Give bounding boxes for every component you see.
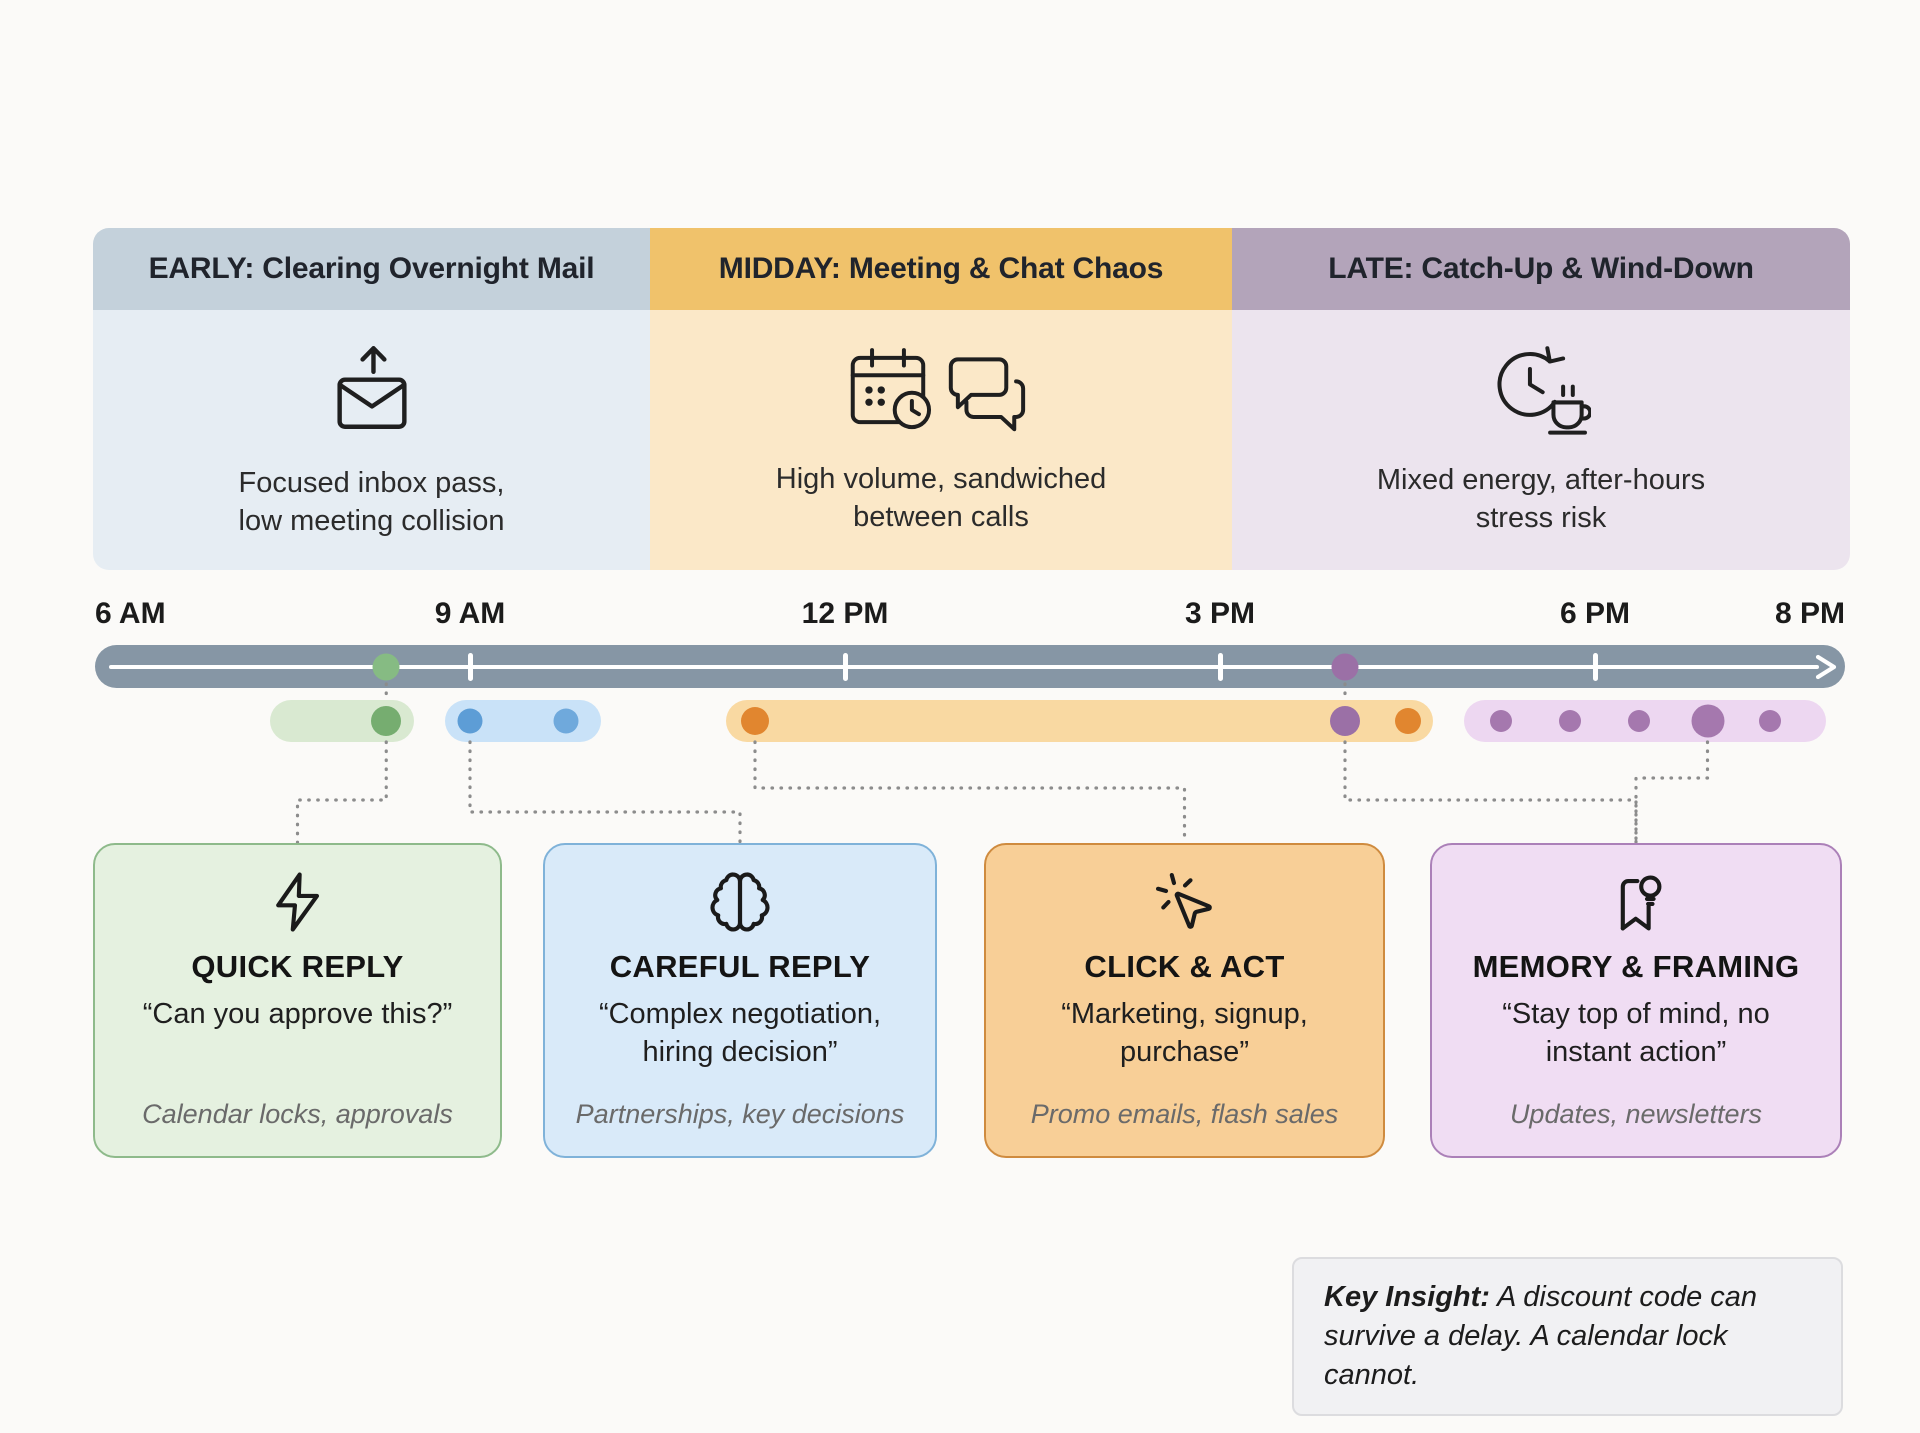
card-careful-reply: CAREFUL REPLY “Complex negotiation, hiri… xyxy=(543,843,937,1158)
send-event-dot xyxy=(1759,710,1781,732)
evening-window-pill xyxy=(1463,700,1827,742)
card-memory-and-framing: MEMORY & FRAMING “Stay top of mind, no i… xyxy=(1430,843,1842,1158)
connector-path xyxy=(753,740,1187,845)
send-event-dot xyxy=(371,706,402,736)
panel-early-description: Focused inbox pass, low meeting collisio… xyxy=(238,467,505,537)
send-event-dot xyxy=(1394,708,1421,734)
send-event-dot xyxy=(1627,710,1650,732)
early-window-pill xyxy=(270,700,414,742)
card-quick-reply-title: QUICK REPLY xyxy=(191,949,404,984)
key-insight-label: Key Insight: xyxy=(1324,1281,1490,1313)
card-quick-reply-examples: Calendar locks, approvals xyxy=(142,1099,453,1129)
card-careful-reply-examples: Partnerships, key decisions xyxy=(575,1099,905,1129)
card-click-and-act: CLICK & ACT “Marketing, signup, purchase… xyxy=(984,843,1385,1158)
panel-midday-body: High volume, sandwiched between calls xyxy=(650,310,1232,570)
timeline-dot xyxy=(372,653,400,680)
key-insight-box: Key Insight: A discount code can survive… xyxy=(1292,1257,1843,1416)
timeline-tick xyxy=(1592,652,1598,681)
timeline-axis-line xyxy=(109,664,1819,669)
send-window-pills xyxy=(95,700,1845,742)
arrow-right-icon xyxy=(1815,654,1837,679)
panel-midday-description: High volume, sandwiched between calls xyxy=(775,463,1107,533)
calendar-clock-chat-icon xyxy=(850,348,1026,432)
time-label: 9 AM xyxy=(434,597,506,630)
send-event-dot xyxy=(1490,710,1513,732)
panel-early: EARLY: Clearing Overnight Mail Focused i… xyxy=(93,228,650,570)
panel-late-title: LATE: Catch-Up & Wind-Down xyxy=(1328,252,1754,285)
key-insight-text: Key Insight: A discount code can survive… xyxy=(1324,1281,1758,1391)
connector-path xyxy=(295,740,388,845)
panel-midday-header: MIDDAY: Meeting & Chat Chaos xyxy=(650,228,1232,310)
connector-path xyxy=(468,740,742,845)
panel-late-header: LATE: Catch-Up & Wind-Down xyxy=(1232,228,1850,310)
panel-early-title: EARLY: Clearing Overnight Mail xyxy=(148,252,595,285)
clock-coffee-icon xyxy=(1497,346,1591,435)
send-event-dot xyxy=(741,707,769,735)
time-label: 6 PM xyxy=(1559,597,1631,630)
timeline-dot xyxy=(1331,653,1359,680)
time-label: 8 PM xyxy=(1774,597,1845,630)
card-memory-and-framing-title: MEMORY & FRAMING xyxy=(1472,949,1800,984)
panel-late-description: Mixed energy, after-hours stress risk xyxy=(1376,464,1706,534)
panel-late-body: Mixed energy, after-hours stress risk xyxy=(1232,310,1850,570)
card-click-and-act-examples: Promo emails, flash sales xyxy=(1030,1099,1339,1129)
send-event-dot xyxy=(1330,706,1360,736)
bookmark-bulb-icon xyxy=(1620,875,1662,931)
panel-midday: MIDDAY: Meeting & Chat Chaos High volume… xyxy=(650,228,1232,570)
send-event-dot xyxy=(1559,710,1581,732)
send-event-dot xyxy=(457,708,483,734)
time-label: 6 AM xyxy=(95,597,166,630)
panel-midday-title: MIDDAY: Meeting & Chat Chaos xyxy=(718,252,1164,285)
timeline-tick xyxy=(467,652,473,681)
midday-window-pill xyxy=(726,700,1433,742)
send-event-dot xyxy=(1691,704,1724,738)
card-memory-and-framing-quote: “Stay top of mind, no instant action” xyxy=(1502,998,1770,1068)
connector-path xyxy=(1634,740,1710,845)
send-event-dot xyxy=(553,708,579,734)
card-careful-reply-quote: “Complex negotiation, hiring decision” xyxy=(598,998,882,1068)
panel-late: LATE: Catch-Up & Wind-Down Mixed energy,… xyxy=(1232,228,1850,570)
zap-icon xyxy=(275,872,319,932)
time-label: 3 PM xyxy=(1184,597,1256,630)
timeline-hour-labels: 6 AM 9 AM 12 PM 3 PM 6 PM 8 PM xyxy=(95,597,1845,637)
card-careful-reply-title: CAREFUL REPLY xyxy=(609,949,871,984)
timeline-tick xyxy=(842,652,848,681)
day-phase-panels: EARLY: Clearing Overnight Mail Focused i… xyxy=(93,228,1850,570)
card-click-and-act-title: CLICK & ACT xyxy=(1084,949,1285,984)
card-memory-and-framing-examples: Updates, newsletters xyxy=(1509,1099,1763,1129)
connector-path xyxy=(1343,740,1638,845)
time-label: 12 PM xyxy=(801,597,889,630)
card-quick-reply: QUICK REPLY “Can you approve this?” Cale… xyxy=(93,843,502,1158)
cursor-click-icon xyxy=(1155,872,1212,929)
panel-early-body: Focused inbox pass, low meeting collisio… xyxy=(93,310,650,570)
card-quick-reply-quote: “Can you approve this?” xyxy=(142,998,453,1030)
panel-early-header: EARLY: Clearing Overnight Mail xyxy=(93,228,650,310)
morning-window-pill xyxy=(445,700,602,742)
mail-send-icon xyxy=(336,346,407,429)
timeline-bar xyxy=(95,645,1845,688)
brain-icon xyxy=(710,872,770,932)
timeline-tick xyxy=(1217,652,1223,681)
card-click-and-act-quote: “Marketing, signup, purchase” xyxy=(1061,998,1308,1068)
